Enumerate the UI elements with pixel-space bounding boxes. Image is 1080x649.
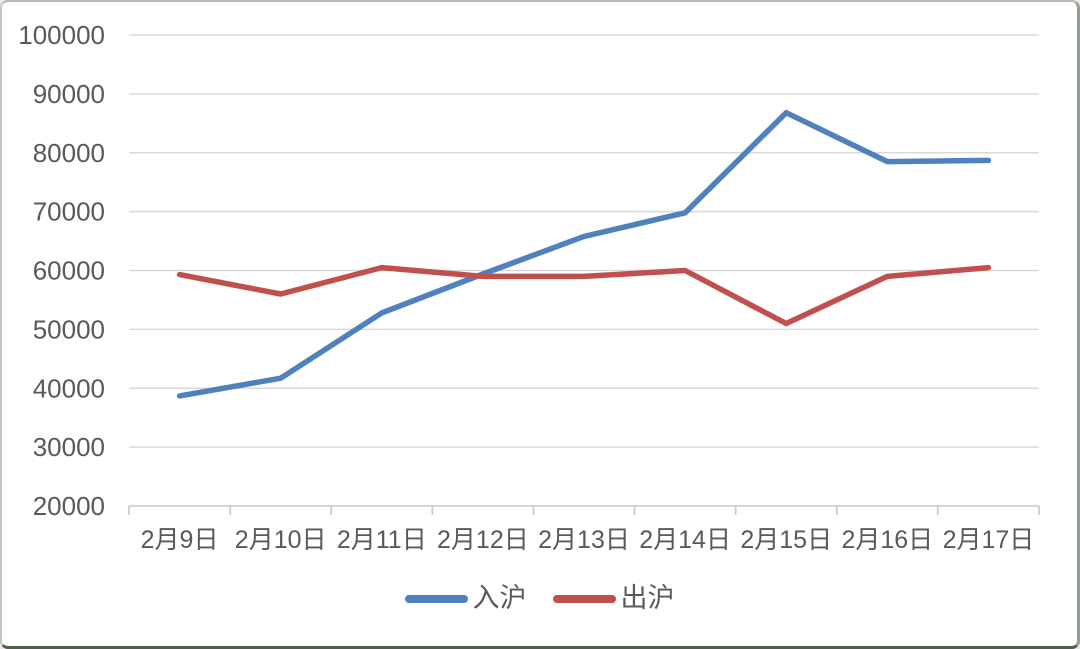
x-axis-category-label: 2月9日 [141,526,219,554]
x-axis-category-label: 2月11日 [337,526,427,554]
y-axis-tick-label: 20000 [33,491,105,521]
x-axis-category-label: 2月12日 [437,526,529,554]
x-axis-category-label: 2月13日 [538,526,630,554]
x-axis-category-label: 2月14日 [639,526,731,554]
x-axis-category-label: 2月15日 [740,526,832,554]
series-line-ruhu [176,109,992,399]
y-axis-tick-label: 70000 [33,197,105,227]
x-axis-category-label: 2月10日 [235,526,327,554]
y-axis-tick-label: 60000 [33,256,105,286]
x-axis-category-label: 2月17日 [943,526,1035,554]
y-axis-tick-label: 50000 [33,314,105,344]
y-axis-tick-label: 90000 [33,79,105,109]
x-axis-category-label: 2月16日 [841,526,933,554]
series-line-chuhu [176,264,992,327]
y-axis-tick-label: 80000 [33,138,105,168]
y-axis-tick-label: 30000 [33,432,105,462]
y-axis-tick-label: 40000 [33,373,105,403]
y-axis-tick-label: 100000 [18,20,105,50]
